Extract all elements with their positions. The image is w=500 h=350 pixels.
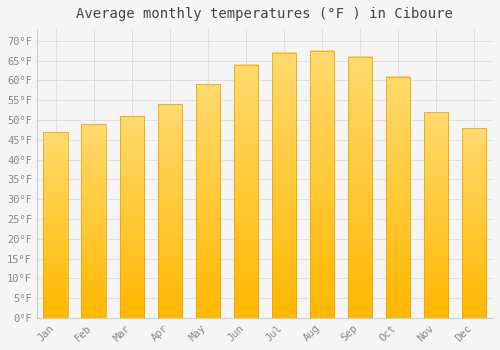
Bar [158, 104, 182, 318]
Bar [310, 51, 334, 318]
Bar [44, 132, 68, 318]
Bar [82, 124, 106, 318]
Bar [196, 84, 220, 318]
Bar [462, 128, 486, 318]
Bar [272, 53, 296, 318]
Bar [120, 116, 144, 318]
Bar [424, 112, 448, 318]
Title: Average monthly temperatures (°F ) in Ciboure: Average monthly temperatures (°F ) in Ci… [76, 7, 454, 21]
Bar [348, 57, 372, 318]
Bar [386, 77, 410, 318]
Bar [234, 65, 258, 318]
